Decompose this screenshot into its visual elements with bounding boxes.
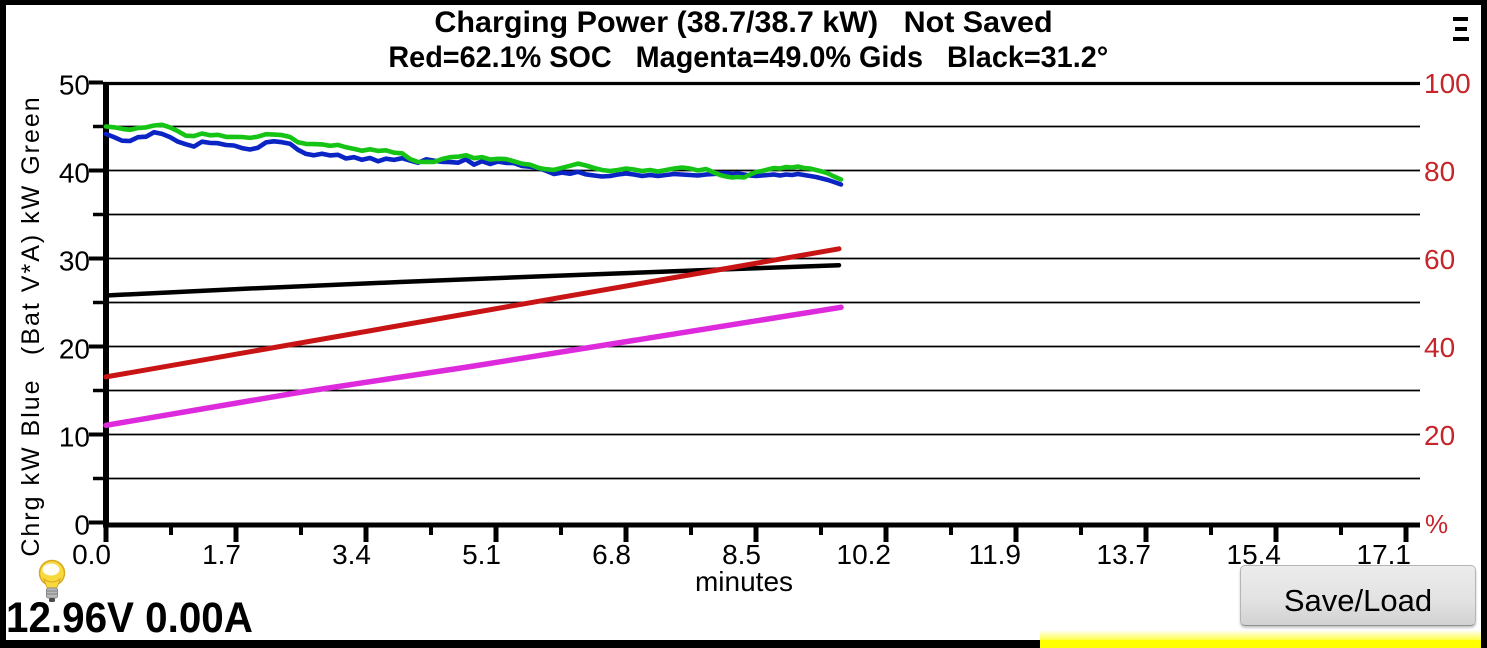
svg-text:20: 20	[59, 334, 90, 365]
svg-text:80: 80	[1424, 156, 1455, 187]
svg-text:3.4: 3.4	[332, 539, 371, 570]
svg-text:0: 0	[74, 510, 90, 541]
svg-text:%: %	[1425, 509, 1448, 539]
svg-text:50: 50	[59, 70, 90, 101]
svg-text:6.8: 6.8	[592, 539, 631, 570]
svg-text:minutes: minutes	[695, 566, 793, 597]
svg-text:13.7: 13.7	[1097, 539, 1152, 570]
svg-text:1.7: 1.7	[202, 539, 241, 570]
svg-text:10.2: 10.2	[837, 539, 892, 570]
svg-text:100: 100	[1424, 68, 1471, 99]
svg-text:17.1: 17.1	[1357, 539, 1412, 570]
svg-text:11.9: 11.9	[969, 539, 1021, 570]
svg-text:5.1: 5.1	[462, 539, 501, 570]
svg-text:15.4: 15.4	[1227, 539, 1282, 570]
svg-text:8.5: 8.5	[722, 539, 761, 570]
svg-text:40: 40	[59, 158, 90, 189]
svg-text:Chrg kW Blue (Bat V*A) kW Gre: Chrg kW Blue (Bat V*A) kW Green	[17, 95, 45, 556]
svg-text:30: 30	[59, 246, 90, 277]
svg-text:40: 40	[1424, 332, 1455, 363]
svg-text:0.0: 0.0	[72, 539, 111, 570]
svg-text:60: 60	[1424, 244, 1455, 275]
svg-text:20: 20	[1424, 420, 1455, 451]
svg-text:10: 10	[59, 422, 90, 453]
